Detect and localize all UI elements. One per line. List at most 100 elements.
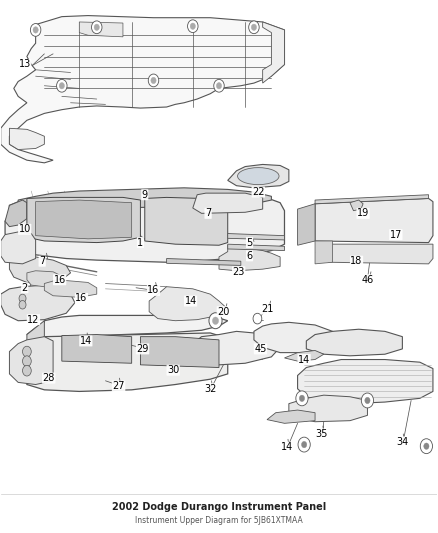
- Circle shape: [59, 83, 64, 89]
- Polygon shape: [254, 322, 341, 353]
- Polygon shape: [35, 200, 132, 239]
- Text: 16: 16: [75, 293, 88, 303]
- Polygon shape: [1, 232, 35, 264]
- Text: 14: 14: [80, 336, 92, 346]
- Circle shape: [57, 79, 67, 92]
- Text: 14: 14: [184, 296, 197, 306]
- Circle shape: [214, 79, 224, 92]
- Text: 7: 7: [39, 256, 45, 266]
- Circle shape: [190, 23, 195, 29]
- Circle shape: [365, 397, 370, 403]
- Polygon shape: [228, 165, 289, 188]
- Circle shape: [212, 317, 219, 325]
- Polygon shape: [306, 329, 403, 356]
- Polygon shape: [5, 200, 27, 227]
- Circle shape: [92, 21, 102, 34]
- Polygon shape: [44, 280, 97, 297]
- Polygon shape: [27, 321, 44, 348]
- Circle shape: [296, 391, 308, 406]
- Text: 23: 23: [233, 267, 245, 277]
- Text: 12: 12: [27, 314, 39, 325]
- Text: 9: 9: [142, 190, 148, 200]
- Text: 16: 16: [53, 275, 66, 285]
- Polygon shape: [297, 360, 433, 403]
- Polygon shape: [10, 337, 53, 384]
- Polygon shape: [328, 244, 433, 264]
- Polygon shape: [18, 188, 272, 208]
- Polygon shape: [145, 197, 228, 245]
- Text: 14: 14: [298, 354, 310, 365]
- Text: 13: 13: [18, 60, 31, 69]
- Polygon shape: [193, 193, 263, 213]
- Text: 21: 21: [261, 304, 273, 314]
- Text: 18: 18: [350, 256, 363, 266]
- Circle shape: [30, 23, 41, 36]
- Text: 19: 19: [357, 208, 369, 219]
- Circle shape: [22, 366, 31, 376]
- Text: 16: 16: [147, 286, 159, 295]
- Circle shape: [216, 83, 222, 89]
- Polygon shape: [10, 128, 44, 150]
- Circle shape: [420, 439, 432, 454]
- Text: 20: 20: [217, 306, 230, 317]
- Text: 22: 22: [252, 187, 265, 197]
- Text: 10: 10: [18, 224, 31, 235]
- Polygon shape: [315, 198, 433, 243]
- Text: 17: 17: [390, 230, 402, 240]
- Polygon shape: [166, 259, 241, 265]
- Circle shape: [148, 74, 159, 87]
- Text: 45: 45: [254, 344, 267, 354]
- Polygon shape: [315, 241, 332, 264]
- Circle shape: [33, 27, 38, 33]
- Polygon shape: [228, 244, 285, 251]
- Circle shape: [251, 24, 257, 30]
- Polygon shape: [27, 316, 228, 340]
- Text: 35: 35: [315, 429, 328, 439]
- Text: 30: 30: [167, 365, 179, 375]
- Polygon shape: [350, 200, 363, 211]
- Polygon shape: [27, 271, 62, 287]
- Text: 6: 6: [247, 251, 253, 261]
- Circle shape: [209, 313, 222, 329]
- Polygon shape: [297, 204, 315, 245]
- Text: 28: 28: [42, 373, 55, 383]
- Text: 34: 34: [396, 437, 409, 447]
- Polygon shape: [5, 192, 285, 262]
- Text: 5: 5: [247, 238, 253, 247]
- Text: 7: 7: [205, 208, 211, 219]
- Circle shape: [94, 24, 99, 30]
- Circle shape: [424, 443, 429, 449]
- Ellipse shape: [237, 167, 279, 184]
- Polygon shape: [149, 287, 228, 321]
- Text: Instrument Upper Diagram for 5JB61XTMAA: Instrument Upper Diagram for 5JB61XTMAA: [135, 516, 303, 525]
- Polygon shape: [79, 22, 123, 37]
- Polygon shape: [263, 22, 285, 83]
- Polygon shape: [315, 195, 428, 204]
- Circle shape: [249, 21, 259, 34]
- Polygon shape: [141, 337, 219, 368]
- Polygon shape: [1, 15, 285, 163]
- Circle shape: [22, 356, 31, 367]
- Text: 29: 29: [136, 344, 149, 354]
- Polygon shape: [27, 333, 228, 391]
- Circle shape: [19, 294, 26, 303]
- Circle shape: [253, 313, 262, 324]
- Circle shape: [299, 395, 304, 401]
- Text: 1: 1: [138, 238, 144, 247]
- Polygon shape: [10, 257, 71, 284]
- Circle shape: [301, 441, 307, 448]
- Polygon shape: [27, 197, 141, 243]
- Text: 14: 14: [281, 442, 293, 452]
- Polygon shape: [193, 332, 280, 365]
- Circle shape: [361, 393, 374, 408]
- Text: 2002 Dodge Durango Instrument Panel: 2002 Dodge Durango Instrument Panel: [112, 502, 326, 512]
- Text: 27: 27: [112, 381, 125, 391]
- Circle shape: [22, 346, 31, 357]
- Circle shape: [187, 20, 198, 33]
- Polygon shape: [62, 335, 132, 364]
- Polygon shape: [228, 233, 285, 240]
- Polygon shape: [219, 245, 280, 271]
- Polygon shape: [285, 351, 324, 361]
- Polygon shape: [289, 395, 367, 422]
- Circle shape: [19, 301, 26, 309]
